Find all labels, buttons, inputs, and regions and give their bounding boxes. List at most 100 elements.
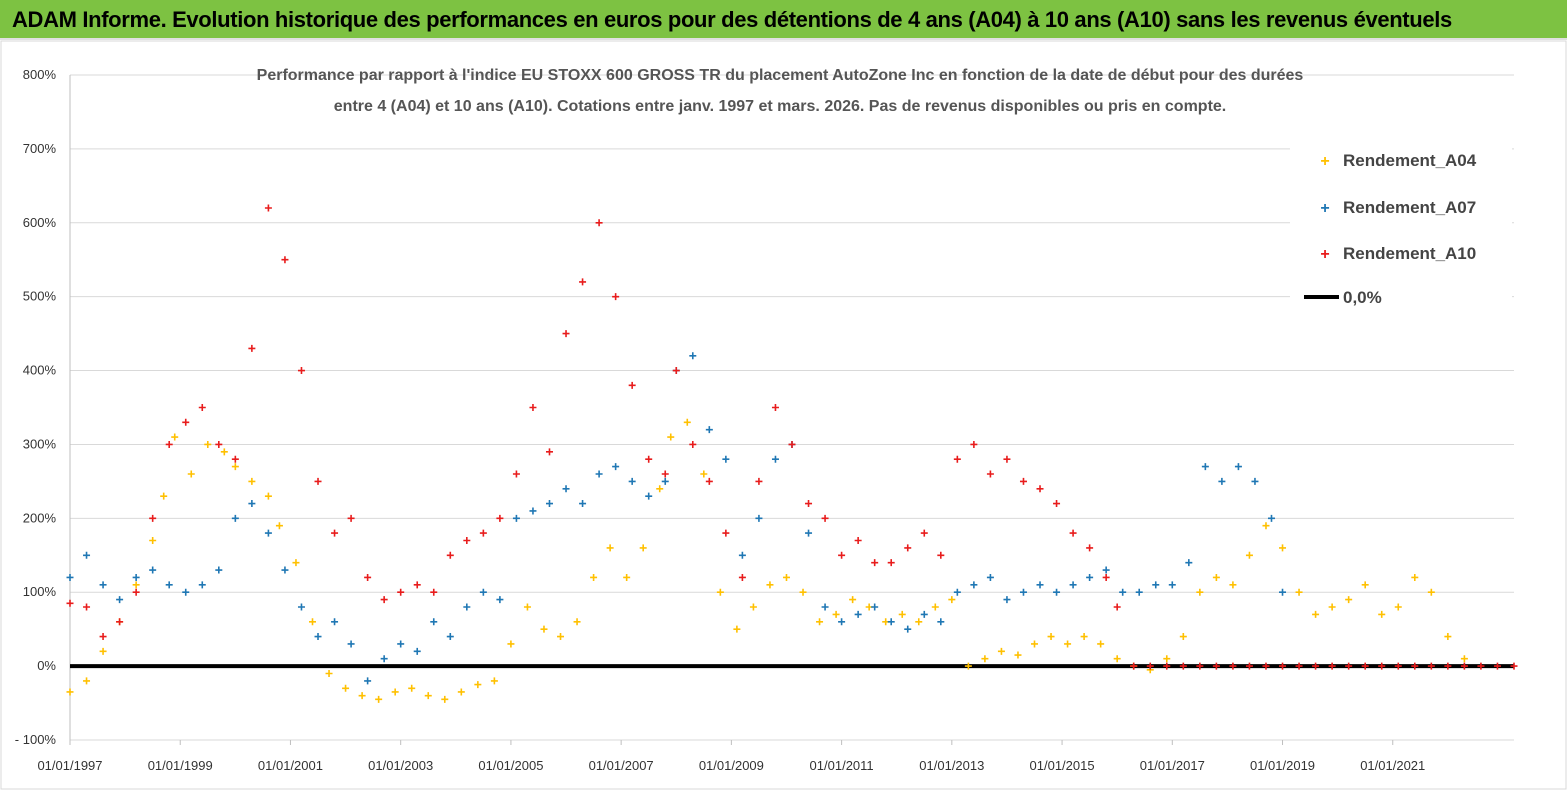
data-point — [733, 625, 741, 633]
data-point — [496, 514, 504, 522]
data-point — [953, 455, 961, 463]
data-point — [1345, 662, 1353, 670]
data-point — [1119, 588, 1127, 596]
data-point — [849, 596, 857, 604]
data-point — [512, 514, 520, 522]
data-point — [1394, 662, 1402, 670]
data-point — [1097, 640, 1105, 648]
legend-box — [1290, 126, 1512, 322]
x-tick-label: 01/01/2019 — [1250, 758, 1315, 773]
data-point — [689, 440, 697, 448]
data-point — [1113, 655, 1121, 663]
data-point — [953, 588, 961, 596]
data-point — [722, 455, 730, 463]
data-point — [1036, 485, 1044, 493]
y-tick-label: - 100% — [15, 732, 57, 747]
data-point — [1086, 573, 1094, 581]
data-point — [997, 647, 1005, 655]
data-point — [1295, 662, 1303, 670]
data-point — [490, 677, 498, 685]
data-point — [1251, 477, 1259, 485]
legend-label-a10: Rendement_A10 — [1343, 244, 1476, 263]
data-point — [1069, 529, 1077, 537]
x-tick-label: 01/01/1997 — [37, 758, 102, 773]
data-point — [331, 529, 339, 537]
data-point — [1378, 662, 1386, 670]
data-point — [871, 603, 879, 611]
data-point — [281, 256, 289, 264]
data-point — [887, 559, 895, 567]
data-point — [1102, 573, 1110, 581]
data-point — [755, 477, 763, 485]
data-point — [292, 559, 300, 567]
data-point — [83, 551, 91, 559]
data-point — [231, 514, 239, 522]
data-point — [496, 596, 504, 604]
data-point — [325, 670, 333, 677]
data-point — [667, 433, 675, 441]
data-point — [656, 485, 664, 493]
data-point — [424, 692, 432, 700]
data-point — [1185, 559, 1193, 567]
data-point — [408, 684, 416, 692]
data-point — [149, 537, 157, 544]
data-point — [705, 477, 713, 485]
data-point — [1053, 588, 1061, 596]
data-point — [816, 618, 824, 626]
data-point — [375, 695, 383, 703]
data-point — [1328, 662, 1336, 670]
data-point — [645, 455, 653, 463]
data-point — [545, 500, 553, 508]
data-point — [771, 455, 779, 463]
data-point — [590, 573, 598, 581]
x-tick-label: 01/01/2005 — [478, 758, 543, 773]
data-point — [920, 529, 928, 537]
data-point — [1086, 544, 1094, 552]
data-point — [1064, 640, 1072, 648]
data-point — [391, 688, 399, 696]
data-point — [83, 603, 91, 611]
data-point — [380, 655, 388, 663]
data-point — [215, 566, 223, 574]
data-point — [331, 618, 339, 626]
x-tick-label: 01/01/2009 — [699, 758, 764, 773]
data-point — [264, 529, 272, 537]
y-tick-label: 400% — [23, 363, 57, 378]
data-point — [248, 477, 256, 485]
data-point — [595, 219, 603, 227]
data-point — [358, 692, 366, 700]
data-point — [507, 640, 515, 648]
x-tick-label: 01/01/2021 — [1360, 758, 1425, 773]
performance-chart: - 100% 0% 100% 200% 300% 400% 500% 600% 700% 800%… — [0, 40, 1567, 790]
data-point — [612, 463, 620, 471]
data-point — [1411, 662, 1419, 670]
data-point — [66, 599, 74, 607]
data-point — [1019, 477, 1027, 485]
data-point — [342, 684, 350, 692]
data-point — [854, 537, 862, 544]
data-point — [446, 633, 454, 641]
data-point — [1427, 662, 1435, 670]
data-point — [1152, 581, 1160, 589]
data-point — [1196, 588, 1204, 596]
data-point — [275, 522, 283, 530]
data-point — [799, 588, 807, 596]
data-point — [1262, 522, 1270, 530]
data-point — [645, 492, 653, 500]
legend-marker-a07: + — [1320, 200, 1329, 217]
data-point — [700, 470, 708, 478]
data-point — [545, 448, 553, 456]
data-point — [1047, 633, 1055, 641]
data-point — [1394, 603, 1402, 611]
data-point — [920, 610, 928, 618]
data-point — [364, 677, 372, 685]
data-point — [248, 344, 256, 352]
data-point — [562, 330, 570, 338]
legend-marker-a10: + — [1320, 246, 1329, 263]
data-point — [116, 618, 124, 626]
data-point — [1212, 573, 1220, 581]
data-point — [529, 507, 537, 515]
data-point — [1146, 662, 1154, 670]
data-point — [248, 500, 256, 508]
data-point — [970, 581, 978, 589]
